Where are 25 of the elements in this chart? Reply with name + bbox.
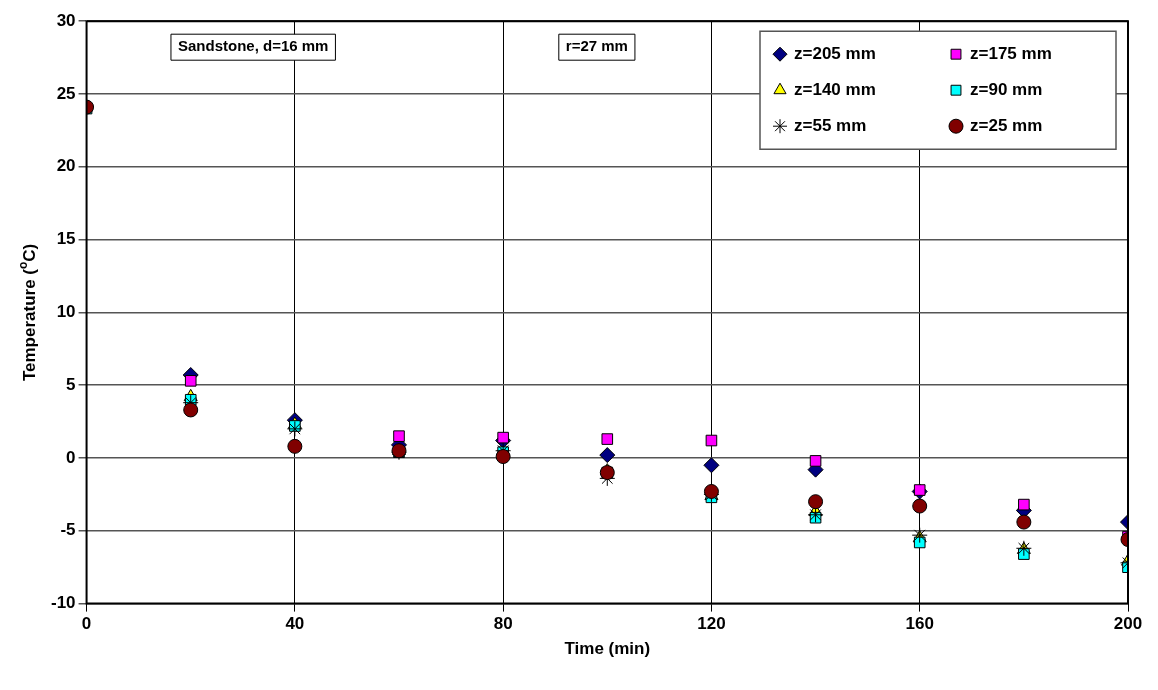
y-tick-label: 15	[56, 229, 76, 249]
y-tick-label: 30	[56, 10, 76, 30]
x-tick-label: 200	[1113, 614, 1143, 634]
x-tick-label: 80	[493, 614, 513, 634]
legend-label: z=90 mm	[970, 79, 1043, 99]
y-axis-title: Temperature (oC)	[16, 243, 39, 382]
annotation: Sandstone, d=16 mm	[177, 37, 329, 55]
legend-label: z=175 mm	[970, 43, 1052, 63]
x-tick-label: 160	[905, 614, 934, 634]
x-tick-label: 120	[697, 614, 726, 634]
y-tick-label: -5	[60, 520, 76, 540]
y-tick-label: 0	[66, 447, 76, 467]
annotation: r=27 mm	[565, 37, 628, 55]
legend-label: z=205 mm	[794, 43, 876, 63]
y-tick-label: 25	[56, 83, 76, 103]
y-tick-label: 10	[56, 302, 76, 322]
x-tick-label: 0	[81, 614, 92, 634]
y-tick-label: 5	[66, 374, 76, 394]
x-axis-title: Time (min)	[564, 639, 651, 659]
x-tick-label: 40	[285, 614, 305, 634]
y-tick-label: -10	[50, 593, 76, 613]
legend-label: z=55 mm	[794, 115, 867, 135]
legend-label: z=25 mm	[970, 115, 1043, 135]
legend-label: z=140 mm	[794, 79, 876, 99]
y-tick-label: 20	[56, 156, 76, 176]
